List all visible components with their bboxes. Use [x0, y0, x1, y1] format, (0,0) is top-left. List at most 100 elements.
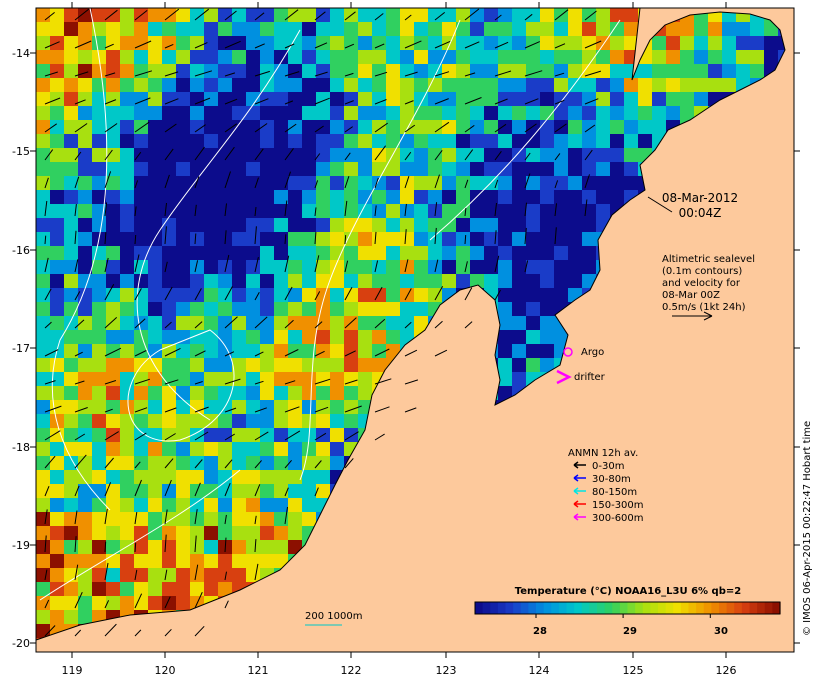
sst-pixel	[232, 414, 246, 428]
velocity-arrow	[314, 321, 323, 329]
sst-pixel	[512, 106, 526, 120]
velocity-arrow	[314, 460, 322, 469]
velocity-arrow	[44, 405, 62, 413]
sst-pixel	[190, 288, 204, 302]
sst-pixel	[176, 260, 190, 274]
velocity-arrow	[284, 286, 293, 301]
sst-pixel	[260, 22, 274, 36]
sst-pixel	[568, 260, 582, 274]
sst-pixel	[232, 372, 246, 386]
sst-pixel	[204, 414, 218, 428]
velocity-arrow	[134, 97, 151, 105]
sst-pixel	[442, 162, 456, 176]
velocity-arrow	[314, 291, 321, 301]
velocity-arrow	[194, 124, 206, 133]
sst-pixel	[120, 8, 134, 22]
depth-label: 30-80m	[592, 474, 631, 485]
sst-pixel	[36, 610, 50, 624]
sst-pixel	[176, 512, 190, 526]
velocity-arrow	[164, 226, 167, 245]
sst-pixel	[190, 302, 204, 316]
velocity-arrow	[494, 230, 497, 245]
sst-pixel	[722, 22, 736, 36]
sst-pixel	[274, 400, 288, 414]
sst-pixel	[176, 64, 190, 78]
depth-label: 150-300m	[592, 500, 644, 511]
colorbar-swatch	[528, 602, 537, 614]
sst-pixel	[148, 162, 162, 176]
sst-pixel	[106, 330, 120, 344]
sst-pixel	[596, 148, 610, 162]
sst-pixel	[246, 190, 260, 204]
lon-tick-label: 124	[529, 664, 550, 677]
sst-pixel	[92, 540, 106, 554]
sst-pixel	[582, 22, 596, 36]
sst-pixel	[358, 64, 372, 78]
sst-pixel	[484, 50, 498, 64]
sst-pixel	[134, 274, 148, 288]
sst-pixel	[358, 330, 372, 344]
sst-pixel	[246, 78, 260, 92]
sst-pixel	[78, 456, 92, 470]
sst-pixel	[120, 484, 134, 498]
velocity-arrow	[524, 227, 527, 245]
velocity-arrow	[164, 407, 177, 413]
sst-pixel	[526, 106, 540, 120]
sst-pixel	[610, 148, 624, 162]
colorbar-swatch	[589, 602, 598, 614]
sst-pixel	[302, 484, 316, 498]
sst-pixel	[288, 512, 302, 526]
sst-pixel	[302, 302, 316, 316]
sst-pixel	[414, 64, 428, 78]
sst-pixel	[190, 36, 204, 50]
sst-pixel	[92, 568, 106, 582]
sst-pixel	[302, 344, 316, 358]
sst-pixel	[106, 554, 120, 568]
sst-pixel	[344, 204, 358, 218]
sst-pixel	[78, 414, 92, 428]
sst-pixel	[470, 274, 484, 288]
sst-pixel	[274, 176, 288, 190]
map-date: 08-Mar-2012	[662, 191, 738, 205]
sst-pixel	[274, 428, 288, 442]
sst-pixel	[148, 414, 162, 428]
sst-pixel	[288, 232, 302, 246]
lon-tick-label: 121	[248, 664, 269, 677]
velocity-arrow	[404, 151, 412, 161]
sst-pixel	[246, 22, 260, 36]
sst-pixel	[36, 400, 50, 414]
velocity-arrow	[284, 43, 295, 49]
velocity-arrow	[74, 291, 81, 301]
sst-pixel	[204, 36, 218, 50]
sst-pixel	[64, 498, 78, 512]
sst-pixel	[400, 78, 414, 92]
sealevel-contour	[136, 29, 301, 421]
sst-pixel	[92, 218, 106, 232]
sst-pixel	[358, 204, 372, 218]
sst-pixel	[246, 162, 260, 176]
sst-pixel	[358, 232, 372, 246]
sst-pixel	[470, 176, 484, 190]
velocity-arrow	[284, 506, 288, 525]
sst-pixel	[330, 148, 344, 162]
velocity-arrow	[404, 321, 412, 329]
velocity-arrow	[164, 43, 174, 49]
sst-pixel	[232, 36, 246, 50]
anmn-depth-legend: 0-30m 30-80m 80-150m 150-300m 300-600m	[573, 461, 644, 524]
velocity-arrow	[584, 98, 599, 105]
depth-arrowhead-icon	[573, 513, 579, 521]
velocity-arrow	[554, 153, 561, 161]
sst-pixel	[526, 246, 540, 260]
sst-pixel	[92, 582, 106, 596]
velocity-arrow	[194, 509, 198, 525]
sst-pixel	[176, 358, 190, 372]
velocity-arrow	[74, 510, 78, 525]
sst-pixel	[484, 246, 498, 260]
velocity-arrow	[44, 625, 56, 637]
velocity-arrow	[344, 260, 349, 273]
sst-pixel	[526, 358, 540, 372]
velocity-arrow	[524, 13, 533, 21]
sst-pixel	[204, 78, 218, 92]
sst-pixel	[190, 498, 204, 512]
sst-pixel	[610, 78, 624, 92]
